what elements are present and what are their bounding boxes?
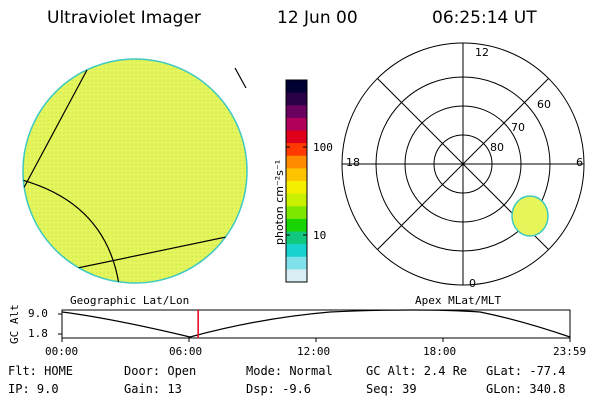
- colorbar-band: [286, 92, 307, 106]
- dsp-readout: Dsp: -9.6: [246, 382, 312, 396]
- mlt-label-18: 18: [346, 156, 360, 169]
- altitude-timeline: [58, 309, 571, 342]
- colorbar-band: [286, 269, 307, 283]
- colorbar-band: [286, 155, 307, 169]
- timeline-ytick-9: 9.0: [28, 307, 48, 320]
- glat-readout: GLat: -77.4: [486, 364, 566, 378]
- door-readout: Door: Open: [124, 364, 197, 378]
- mlt-label-0: 0: [469, 277, 476, 290]
- gc-alt-readout: GC Alt: 2.4 Re: [366, 364, 468, 378]
- colorbar-band: [286, 168, 307, 182]
- apex-panel-label: Apex MLat/MLT: [415, 294, 502, 307]
- colorbar-tick-100: 100: [313, 141, 333, 154]
- gain-readout: Gain: 13: [124, 382, 182, 396]
- filter-readout: Flt: HOME: [8, 364, 74, 378]
- limb-tick: [234, 67, 247, 89]
- mlt-label-12: 12: [475, 46, 489, 59]
- colorbar-band: [286, 143, 307, 157]
- colorbar-band: [286, 117, 307, 131]
- colorbar-band: [286, 80, 307, 94]
- colorbar-band: [286, 130, 307, 144]
- ip-readout: IP: 9.0: [8, 382, 59, 396]
- mode-readout: Mode: Normal: [246, 364, 333, 378]
- app-title: Ultraviolet Imager: [47, 8, 201, 28]
- colorbar-tick-10: 10: [313, 229, 327, 242]
- colorbar-band: [286, 105, 307, 119]
- mlat-label-70: 70: [511, 121, 525, 134]
- colorbar-band: [286, 181, 307, 195]
- colorbar-band: [286, 193, 307, 207]
- colorbar-band: [286, 256, 307, 270]
- colorbar-unit-label: photon cm⁻²s⁻¹: [273, 159, 286, 245]
- time-label: 06:25:14 UT: [432, 8, 537, 28]
- timeline-xtick-1200: 12:00: [297, 345, 331, 358]
- mlt-label-6: 6: [576, 156, 583, 169]
- color-scale-bar: [286, 80, 307, 283]
- timeline-ytick-1-8: 1.8: [28, 327, 48, 340]
- geographic-panel-label: Geographic Lat/Lon: [70, 294, 190, 307]
- timeline-y-label: GC Alt: [8, 304, 21, 344]
- auroral-spot: [511, 195, 549, 237]
- latitude-arc: [23, 179, 121, 283]
- colorbar-band: [286, 244, 307, 258]
- date-label: 12 Jun 00: [277, 8, 358, 28]
- colorbar-band: [286, 231, 307, 245]
- meridian-line: [23, 69, 88, 196]
- timeline-xtick-0000: 00:00: [45, 345, 79, 358]
- colorbar-band: [286, 218, 307, 232]
- colorbar-band: [286, 206, 307, 220]
- timeline-xtick-2359: 23:59: [553, 345, 587, 358]
- glon-readout: GLon: 340.8: [486, 382, 566, 396]
- timeline-xtick-0600: 06:00: [169, 345, 203, 358]
- timeline-xtick-1800: 18:00: [423, 345, 457, 358]
- seq-readout: Seq: 39: [366, 382, 417, 396]
- geographic-disk: [22, 58, 248, 284]
- mlat-label-60: 60: [537, 98, 551, 111]
- mlat-label-80: 80: [490, 141, 504, 154]
- polar-plot: [341, 42, 585, 286]
